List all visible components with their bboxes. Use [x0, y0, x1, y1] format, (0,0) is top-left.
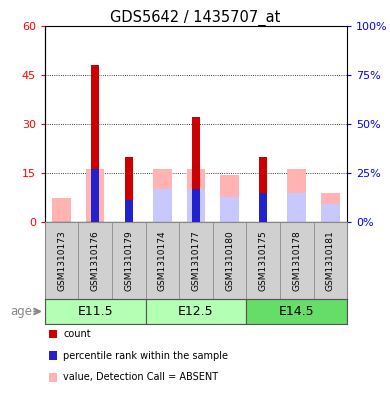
- Bar: [78, 222, 112, 299]
- Text: E12.5: E12.5: [178, 305, 214, 318]
- Bar: [192, 189, 200, 222]
- Text: GSM1310176: GSM1310176: [91, 230, 100, 291]
- Bar: [321, 193, 340, 222]
- Bar: [125, 156, 133, 222]
- Bar: [321, 204, 340, 222]
- Bar: [187, 189, 205, 222]
- Bar: [91, 65, 99, 222]
- Bar: [213, 222, 246, 299]
- Bar: [314, 222, 347, 299]
- Text: percentile rank within the sample: percentile rank within the sample: [63, 351, 228, 361]
- Text: GSM1310177: GSM1310177: [191, 230, 200, 291]
- Text: GSM1310181: GSM1310181: [326, 230, 335, 291]
- Text: GDS5642 / 1435707_at: GDS5642 / 1435707_at: [110, 10, 280, 26]
- Text: GSM1310180: GSM1310180: [225, 230, 234, 291]
- Bar: [287, 169, 306, 222]
- Bar: [179, 222, 213, 299]
- Bar: [287, 193, 306, 222]
- Text: GSM1310173: GSM1310173: [57, 230, 66, 291]
- Bar: [220, 196, 239, 222]
- Text: count: count: [63, 329, 91, 339]
- Text: E14.5: E14.5: [279, 305, 315, 318]
- Bar: [192, 117, 200, 222]
- Bar: [280, 222, 314, 299]
- Text: value, Detection Call = ABSENT: value, Detection Call = ABSENT: [63, 372, 218, 382]
- Text: GSM1310178: GSM1310178: [292, 230, 301, 291]
- Bar: [145, 299, 246, 324]
- Bar: [153, 169, 172, 222]
- Bar: [153, 189, 172, 222]
- Text: GSM1310179: GSM1310179: [124, 230, 133, 291]
- Text: age: age: [10, 305, 32, 318]
- Text: GSM1310175: GSM1310175: [259, 230, 268, 291]
- Bar: [187, 169, 205, 222]
- Bar: [86, 169, 105, 222]
- Bar: [125, 200, 133, 222]
- Bar: [112, 222, 145, 299]
- Bar: [45, 222, 78, 299]
- Bar: [220, 175, 239, 222]
- Bar: [145, 222, 179, 299]
- Text: E11.5: E11.5: [77, 305, 113, 318]
- Bar: [91, 169, 99, 222]
- Bar: [45, 299, 145, 324]
- Bar: [259, 193, 267, 222]
- Text: GSM1310174: GSM1310174: [158, 230, 167, 291]
- Bar: [259, 156, 267, 222]
- Bar: [52, 198, 71, 222]
- Bar: [246, 222, 280, 299]
- Bar: [246, 299, 347, 324]
